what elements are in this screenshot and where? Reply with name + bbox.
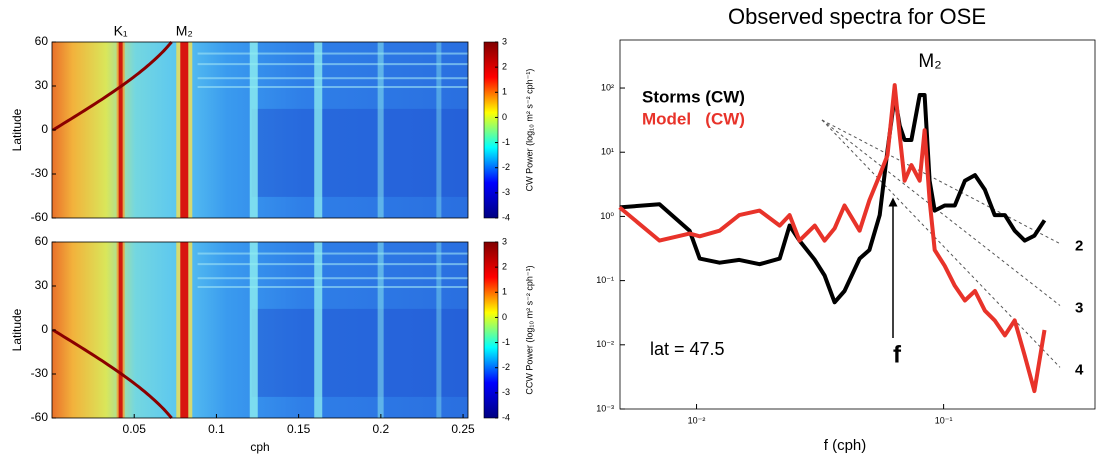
field-band: [249, 242, 258, 418]
slope-label: 2: [1075, 238, 1083, 255]
colorbar: [483, 241, 499, 419]
field-shade: [251, 308, 468, 397]
y-tick-label: 10⁻¹: [596, 275, 614, 285]
annotation: M₂: [918, 51, 941, 72]
field-band: [249, 42, 258, 218]
field-stripe: [197, 252, 468, 255]
y-tick-label: -60: [31, 210, 49, 224]
field-band: [314, 242, 323, 418]
y-tick-label: 60: [35, 234, 49, 248]
x-tick-label: 10⁻¹: [935, 415, 953, 425]
field-band: [314, 42, 323, 218]
y-tick-label: 0: [41, 322, 48, 336]
y-tick-label: 10¹: [601, 147, 614, 157]
colorbar-label: CW Power (log₁₀ m² s⁻² cph⁻¹): [524, 69, 534, 192]
field-stripe: [197, 263, 468, 266]
field-stripe: [197, 77, 468, 80]
x-tick-label: 0.05: [123, 422, 147, 436]
slope-line: [821, 119, 1061, 368]
field-band: [377, 42, 384, 218]
inertial-curve: [52, 328, 173, 419]
field-band: [118, 242, 123, 418]
slope-label: 3: [1075, 299, 1083, 316]
inertial-curve: [52, 41, 173, 132]
colorbar-tick-label: -3: [502, 187, 510, 197]
y-tick-label: 60: [35, 34, 49, 48]
field-band: [377, 242, 384, 418]
heatmap-field: [52, 41, 468, 218]
field-stripe: [197, 286, 468, 288]
y-axis-label: Latitude: [10, 308, 24, 351]
y-tick-label: 10⁻²: [596, 339, 614, 349]
colorbar-tick-label: -1: [502, 137, 510, 147]
colorbar-tick-label: 0: [502, 312, 507, 322]
x-axis-label: f (cph): [824, 437, 867, 454]
annotation: f: [893, 341, 902, 368]
y-axis-label: Latitude: [10, 108, 24, 151]
colorbar-tick-label: -2: [502, 162, 510, 172]
y-tick-label: 10⁻³: [596, 403, 614, 413]
colorbar-tick-label: -2: [502, 362, 510, 372]
slope-label: 4: [1075, 361, 1084, 378]
colorbar: [483, 41, 499, 219]
y-tick-label: 10²: [601, 82, 614, 92]
heatmap-field: [52, 242, 468, 419]
y-tick-label: 30: [35, 278, 49, 292]
field-band: [180, 242, 189, 418]
colorbar-tick-label: 2: [502, 62, 507, 72]
x-tick-label: 0.25: [451, 422, 475, 436]
colorbar-tick-label: 2: [502, 262, 507, 272]
y-tick-label: -30: [31, 166, 49, 180]
slope-line: [821, 119, 1061, 306]
colorbar-tick-label: -4: [502, 212, 510, 222]
x-tick-label: 0.2: [373, 422, 390, 436]
legend-entry: Model (CW): [642, 109, 745, 128]
x-axis-label: cph: [250, 440, 269, 454]
y-tick-label: -60: [31, 410, 49, 424]
colorbar-tick-label: -1: [502, 337, 510, 347]
field-band: [436, 242, 442, 418]
colorbar-tick-label: 1: [502, 87, 507, 97]
colorbar-tick-label: -4: [502, 412, 510, 422]
field-stripe: [197, 277, 468, 280]
colorbar-tick-label: 1: [502, 287, 507, 297]
colorbar-tick-label: -3: [502, 387, 510, 397]
colorbar-tick-label: 3: [502, 236, 507, 246]
y-tick-label: -30: [31, 366, 49, 380]
y-tick-label: 0: [41, 122, 48, 136]
slope-line: [821, 119, 1061, 245]
annotation: M₂: [176, 23, 193, 39]
series-line: [618, 83, 1047, 394]
colorbar-label: CCW Power (log₁₀ m² s⁻² cph⁻¹): [524, 265, 534, 394]
y-tick-label: 10⁰: [600, 211, 614, 221]
plot-frame: [619, 39, 1096, 410]
field-stripe: [197, 52, 468, 55]
field-band: [118, 42, 123, 218]
y-tick-label: 30: [35, 78, 49, 92]
annotation: lat = 47.5: [650, 339, 725, 359]
legend-entry: Storms (CW): [642, 87, 745, 106]
field-band: [180, 42, 189, 218]
x-tick-label: 0.1: [208, 422, 225, 436]
colorbar-tick-label: 3: [502, 36, 507, 46]
chart-title: Observed spectra for OSE: [728, 4, 986, 29]
field-stripe: [197, 86, 468, 88]
field-shade: [251, 108, 468, 197]
x-tick-label: 0.15: [287, 422, 311, 436]
x-tick-label: 10⁻²: [688, 415, 706, 425]
field-stripe: [197, 63, 468, 66]
colorbar-tick-label: 0: [502, 112, 507, 122]
field-band: [436, 42, 442, 218]
annotation: K₁: [114, 23, 128, 39]
